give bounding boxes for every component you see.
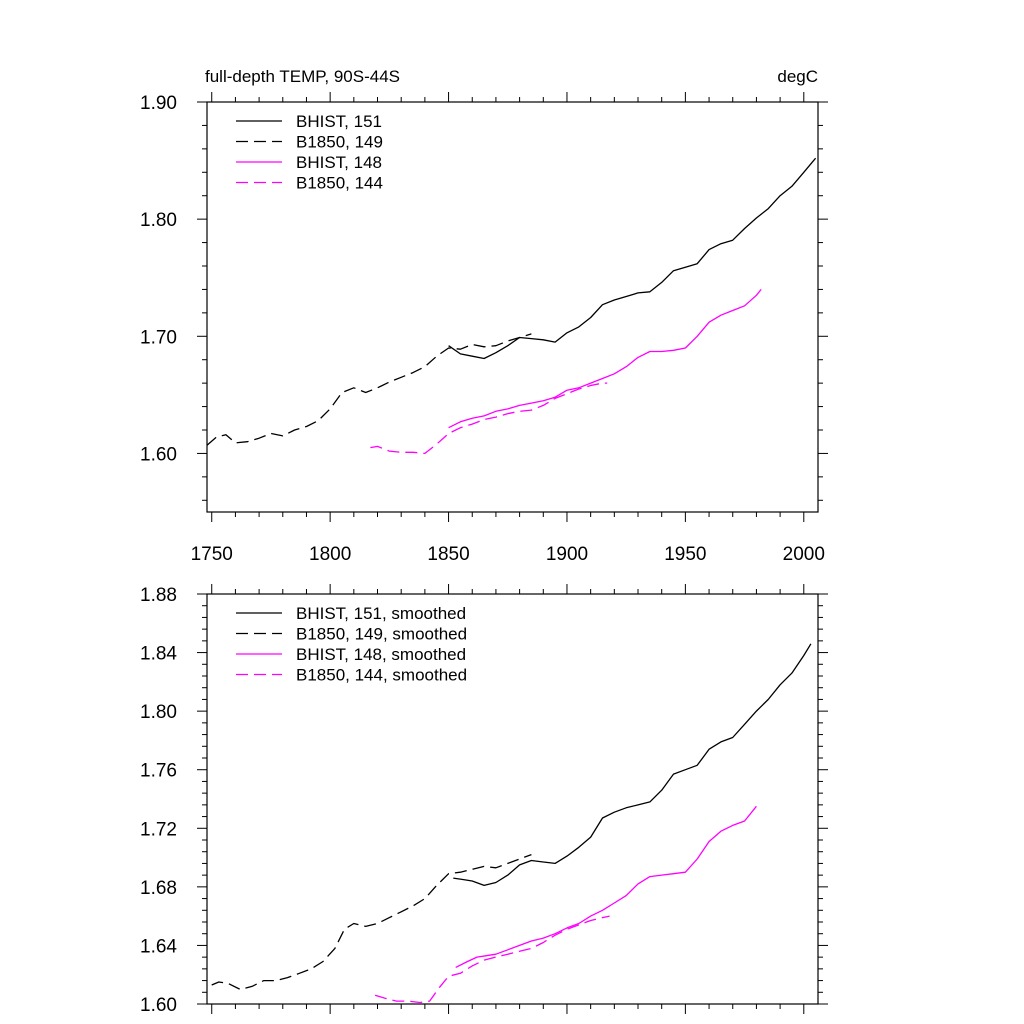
series-line-1 — [207, 333, 532, 446]
y-tick-label: 1.80 — [140, 702, 177, 723]
panel-top: 1750 1800 1850 1900 1950 2000 1.60 1.70 1.80 1.90… — [140, 67, 828, 565]
x-tick-label: 1950 — [664, 544, 706, 565]
y-tick-label: 1.80 — [140, 210, 177, 231]
y-tick-label: 1.64 — [140, 936, 177, 957]
chart-title: full-depth TEMP, 90S-44S — [205, 67, 400, 86]
y-tick-label: 1.72 — [140, 819, 177, 840]
x-tick-label: 2000 — [783, 544, 825, 565]
legend-entry-label: BHIST, 148 — [296, 153, 382, 172]
y-tick-label: 1.68 — [140, 878, 177, 899]
series-line-0 — [453, 643, 812, 887]
series-line-1 — [211, 853, 532, 991]
y-tick-label: 1.90 — [140, 93, 177, 114]
x-tick-label: 1750 — [191, 544, 233, 565]
y-tick-label: 1.76 — [140, 761, 177, 782]
series-line-2 — [455, 805, 757, 968]
y-tick-label: 1.84 — [140, 644, 177, 665]
units-label: degC — [777, 67, 818, 86]
x-tick-label: 1800 — [309, 544, 351, 565]
legend-entry-label: B1850, 144, smoothed — [296, 666, 467, 685]
legend-entry-label: BHIST, 151 — [296, 112, 382, 131]
y-tick-label: 1.70 — [140, 327, 177, 348]
plot-frame — [206, 593, 819, 1005]
y-tick-label: 1.60 — [140, 444, 177, 465]
plot-frame — [206, 101, 819, 513]
legend-entry-label: B1850, 144 — [296, 174, 383, 193]
series-line-3 — [374, 915, 610, 1004]
legend-entry-label: BHIST, 151, smoothed — [296, 604, 466, 623]
legend-entry-label: B1850, 149 — [296, 133, 383, 152]
series-line-3 — [370, 382, 608, 455]
legend-entry-label: B1850, 149, smoothed — [296, 625, 467, 644]
legend-entry-label: BHIST, 148, smoothed — [296, 645, 466, 664]
panel-bottom: 1.60 1.64 1.68 1.72 1.76 1.80 1.84 1.88 BHIST, 1… — [140, 584, 828, 1016]
y-tick-label: 1.88 — [140, 585, 177, 606]
x-tick-label: 1900 — [546, 544, 588, 565]
series-line-2 — [448, 288, 762, 429]
series-line-0 — [448, 157, 817, 360]
y-tick-label: 1.60 — [140, 995, 177, 1016]
x-tick-label: 1850 — [427, 544, 469, 565]
